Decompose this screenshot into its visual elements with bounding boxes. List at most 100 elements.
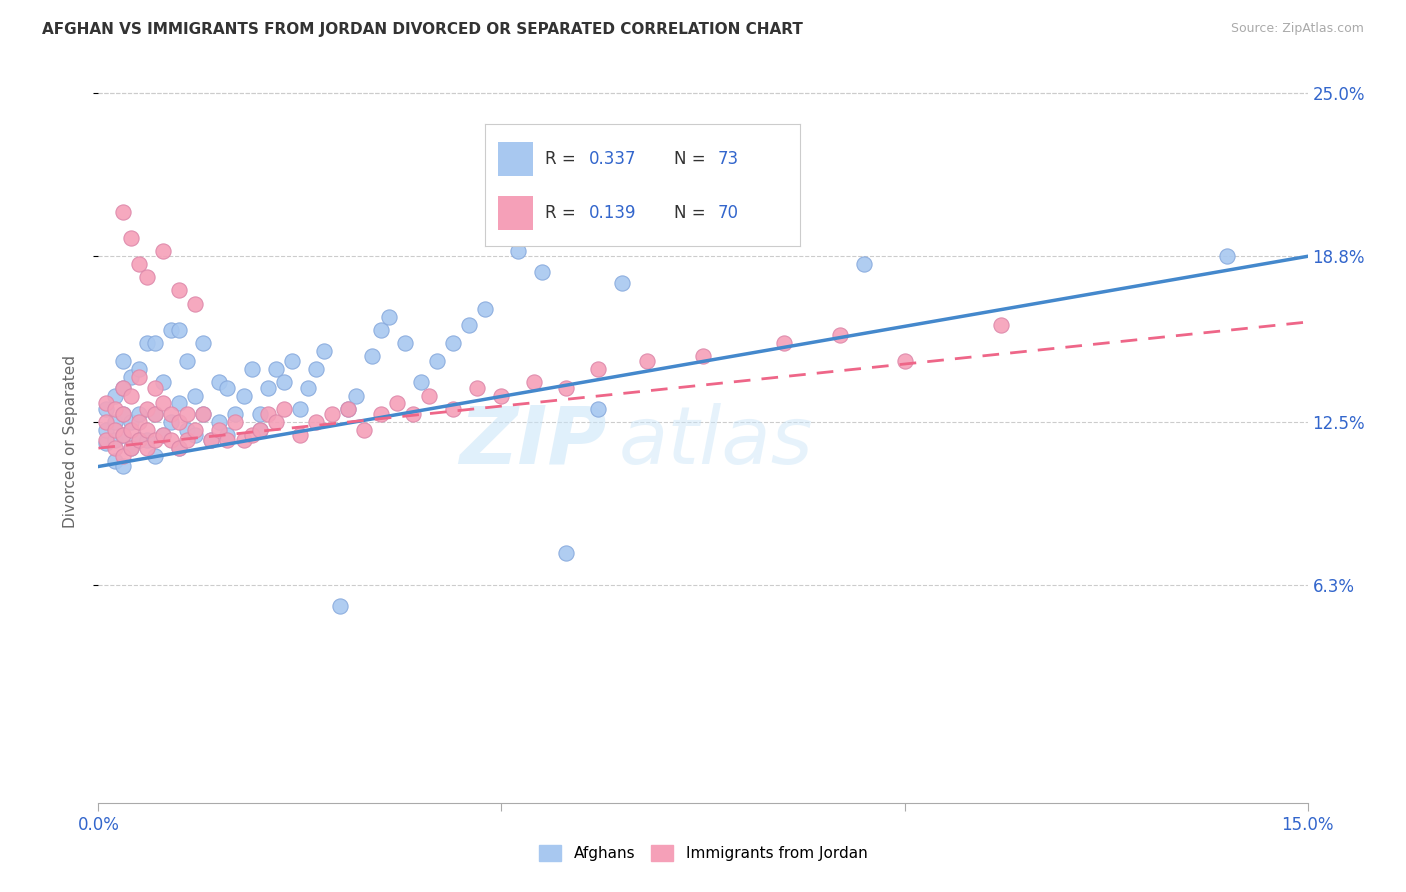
Point <box>264 362 287 376</box>
Point <box>103 454 125 468</box>
Point <box>217 428 239 442</box>
Point <box>96 423 118 437</box>
Point <box>167 396 190 410</box>
Point <box>555 546 578 560</box>
Point <box>441 401 464 416</box>
Point <box>143 336 166 351</box>
Point <box>143 449 166 463</box>
Point <box>418 388 440 402</box>
Point <box>176 423 198 437</box>
Point <box>273 401 295 416</box>
Point <box>636 354 658 368</box>
Point <box>385 396 408 410</box>
Point <box>135 441 157 455</box>
Point <box>193 336 215 351</box>
Point <box>143 407 166 421</box>
Point <box>103 434 125 448</box>
Y-axis label: Divorced or Separated: Divorced or Separated <box>63 355 77 528</box>
Point <box>128 434 150 448</box>
Point <box>120 370 142 384</box>
Point <box>111 459 134 474</box>
Point <box>232 388 254 402</box>
Point <box>329 599 352 613</box>
Point <box>120 441 142 455</box>
Point <box>208 415 231 429</box>
Point <box>353 423 375 437</box>
Point <box>128 415 150 429</box>
Point <box>200 434 222 448</box>
Point <box>853 257 876 271</box>
Point <box>120 231 142 245</box>
Point <box>217 381 239 395</box>
Point <box>96 415 118 429</box>
Point <box>249 423 271 437</box>
Point <box>361 349 384 363</box>
Point <box>249 407 271 421</box>
Point <box>409 376 432 390</box>
Point <box>111 407 134 421</box>
Point <box>167 441 190 455</box>
Point <box>377 310 399 324</box>
Point <box>184 388 207 402</box>
Point <box>103 423 125 437</box>
Point <box>249 423 271 437</box>
Point <box>111 428 134 442</box>
Point <box>990 318 1012 332</box>
Point <box>458 318 481 332</box>
Point <box>135 423 157 437</box>
Point <box>111 381 134 395</box>
Point <box>256 407 278 421</box>
Point <box>426 354 449 368</box>
Point <box>152 376 174 390</box>
Point <box>288 428 311 442</box>
Point <box>523 376 546 390</box>
Point <box>208 423 231 437</box>
Point <box>143 381 166 395</box>
Point <box>264 415 287 429</box>
Point <box>120 415 142 429</box>
Point <box>176 434 198 448</box>
Point <box>200 434 222 448</box>
Text: atlas: atlas <box>619 402 813 481</box>
Point <box>111 204 134 219</box>
Point <box>893 354 915 368</box>
Point <box>314 343 336 358</box>
Point <box>370 323 392 337</box>
Point <box>176 354 198 368</box>
Point <box>1216 249 1239 263</box>
Legend: Afghans, Immigrants from Jordan: Afghans, Immigrants from Jordan <box>533 839 873 867</box>
Point <box>143 407 166 421</box>
Point <box>152 428 174 442</box>
Point <box>167 415 190 429</box>
Point <box>111 428 134 442</box>
Point <box>120 423 142 437</box>
Point <box>135 434 157 448</box>
Point <box>586 401 609 416</box>
Point <box>321 407 343 421</box>
Point <box>208 376 231 390</box>
Point <box>167 284 190 298</box>
Point <box>394 336 416 351</box>
Point <box>160 323 183 337</box>
Point <box>337 401 360 416</box>
Point <box>193 407 215 421</box>
Point <box>160 407 183 421</box>
Point <box>506 244 529 258</box>
Point <box>184 428 207 442</box>
Point <box>111 407 134 421</box>
Point <box>240 362 263 376</box>
Text: AFGHAN VS IMMIGRANTS FROM JORDAN DIVORCED OR SEPARATED CORRELATION CHART: AFGHAN VS IMMIGRANTS FROM JORDAN DIVORCE… <box>42 22 803 37</box>
Point <box>120 388 142 402</box>
Point <box>96 435 118 450</box>
Point <box>160 415 183 429</box>
Point <box>240 428 263 442</box>
Point <box>232 434 254 448</box>
Point <box>111 381 134 395</box>
Point <box>288 401 311 416</box>
Point <box>167 441 190 455</box>
Point <box>128 370 150 384</box>
Point <box>135 336 157 351</box>
Point <box>828 328 851 343</box>
Point <box>103 415 125 429</box>
Point <box>281 354 304 368</box>
